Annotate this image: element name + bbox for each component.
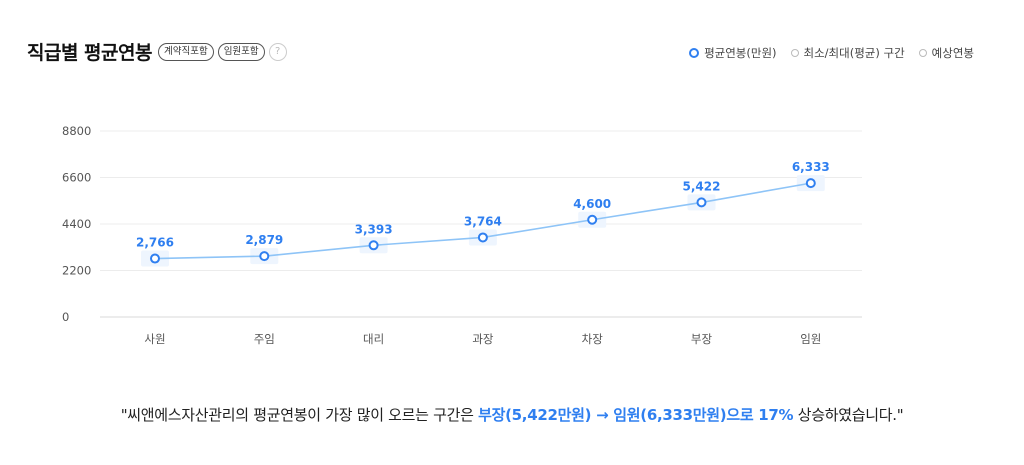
page-title: 직급별 평균연봉 bbox=[27, 42, 152, 64]
data-point bbox=[477, 232, 488, 243]
legend-label: 평균연봉(만원) bbox=[704, 46, 777, 60]
data-point bbox=[368, 240, 379, 251]
x-tick-label: 차장 bbox=[582, 332, 604, 346]
y-tick-label: 2200 bbox=[62, 264, 91, 278]
x-tick-label: 사원 bbox=[144, 332, 165, 346]
x-tick-label: 주임 bbox=[254, 332, 275, 346]
data-label: 4,600 bbox=[573, 197, 611, 211]
data-label: 3,393 bbox=[355, 222, 393, 236]
data-point bbox=[587, 214, 598, 225]
y-tick-label: 6600 bbox=[62, 171, 91, 185]
y-tick-label: 0 bbox=[62, 310, 69, 324]
summary-suffix: 상승하였습니다." bbox=[793, 406, 904, 424]
chart-legend: 평균연봉(만원) 최소/최대(평균) 구간 예상연봉 bbox=[675, 45, 974, 61]
x-tick-label: 대리 bbox=[363, 332, 384, 346]
y-tick-label: 4400 bbox=[62, 217, 91, 231]
x-tick-label: 부장 bbox=[691, 332, 713, 346]
salary-line-chart: 0 2200 4400 6600 8800 사원 주임 대리 과장 차장 부장 임원 2,766 2,87… bbox=[62, 124, 862, 346]
legend-marker-icon bbox=[790, 49, 799, 57]
y-tick-label: 8800 bbox=[62, 124, 91, 138]
data-point bbox=[696, 197, 707, 208]
legend-marker-icon bbox=[918, 49, 927, 57]
data-point bbox=[805, 178, 816, 189]
data-point bbox=[259, 251, 270, 262]
data-label: 2,879 bbox=[245, 233, 283, 247]
legend-marker-icon bbox=[689, 48, 700, 58]
data-point bbox=[150, 253, 160, 264]
summary-prefix: "씨앤에스자산관리의 평균연봉이 가장 많이 오르는 구간은 bbox=[120, 406, 479, 424]
legend-label: 예상연봉 bbox=[931, 46, 974, 60]
legend-item-average-salary[interactable]: 평균연봉(만원) bbox=[689, 45, 777, 61]
contract-included-tag[interactable]: 계약직포함 bbox=[157, 42, 214, 61]
data-label: 3,764 bbox=[464, 214, 502, 228]
executive-included-tag[interactable]: 임원포함 bbox=[217, 42, 265, 61]
data-label: 5,422 bbox=[683, 179, 721, 193]
data-label: 2,766 bbox=[136, 236, 174, 250]
data-label: 6,333 bbox=[792, 160, 830, 174]
summary-highlight: 부장(5,422만원) → 임원(6,333만원)으로 17% bbox=[478, 406, 794, 424]
legend-label: 최소/최대(평균) 구간 bbox=[803, 46, 905, 60]
summary-text: "씨앤에스자산관리의 평균연봉이 가장 많이 오르는 구간은 부장(5,422만… bbox=[0, 404, 1024, 425]
legend-item-min-max-range[interactable]: 최소/최대(평균) 구간 bbox=[790, 45, 905, 61]
chart-header: 직급별 평균연봉 계약직포함 임원포함 ? bbox=[27, 38, 287, 65]
x-tick-label: 임원 bbox=[800, 332, 821, 346]
x-tick-label: 과장 bbox=[472, 332, 494, 346]
help-icon[interactable]: ? bbox=[268, 42, 287, 61]
legend-item-expected-salary[interactable]: 예상연봉 bbox=[918, 45, 974, 61]
